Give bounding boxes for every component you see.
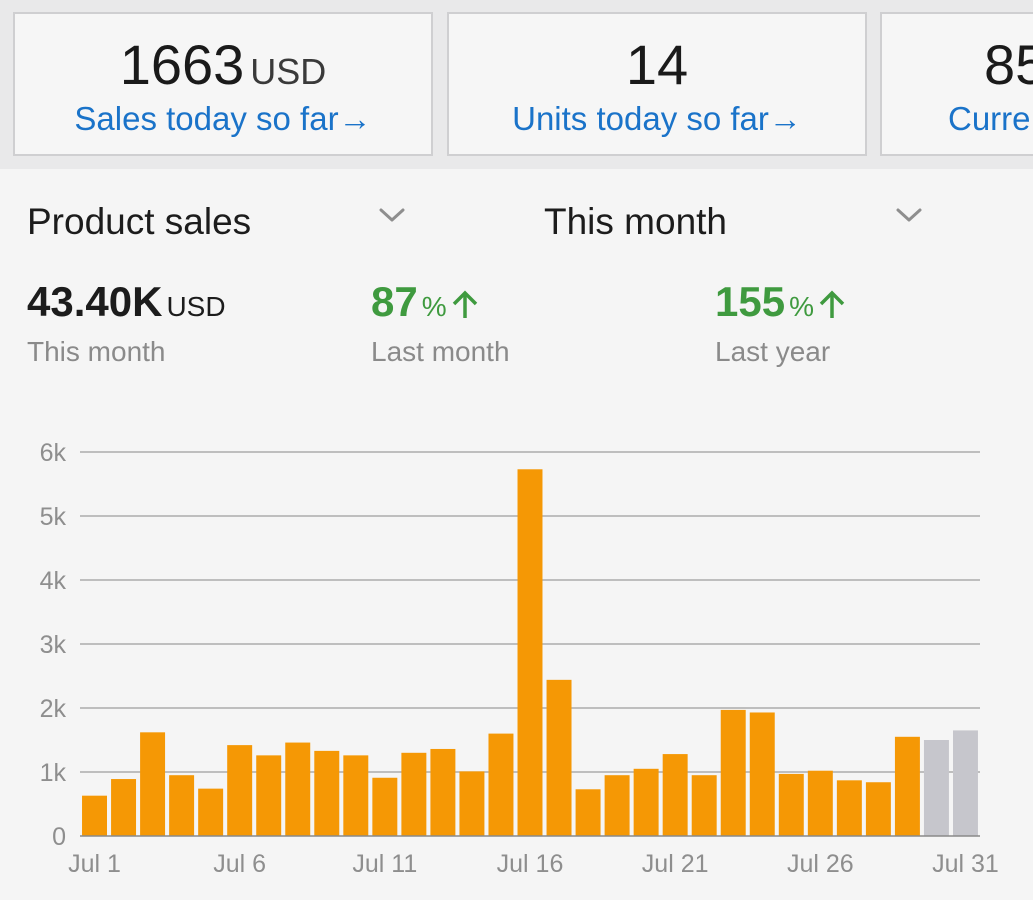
bar [343,755,369,836]
bar [836,780,862,836]
bar [285,742,311,836]
x-tick-label: Jul 6 [213,850,266,878]
current-amount: 85 [984,33,1033,96]
bar [111,779,137,836]
arrow-up-icon [452,290,477,318]
y-tick-label: 2k [40,695,67,723]
stat-last-month-number: 87 [371,278,418,325]
y-tick-label: 1k [40,759,67,787]
stat-this-month-value: 43.40K USD [27,278,226,331]
y-tick-label: 5k [40,503,67,531]
current-value: 85 [882,36,1033,94]
summary-cards: 1663 USD Sales today so far→ 14 Units tod… [0,0,1033,169]
bar [662,754,688,836]
arrow-right-icon: → [768,100,802,137]
sales-today-amount: 1663 [119,33,245,96]
period-selector-label[interactable]: This month [544,201,728,242]
x-tick-label: Jul 26 [787,850,854,878]
stat-this-month-label: This month [27,336,166,367]
bar [169,775,195,836]
bar [691,775,717,836]
bar [488,733,514,836]
x-tick-label: Jul 31 [932,850,999,878]
sales-today-value: 1663 USD [15,36,431,101]
chevron-down-icon[interactable] [894,200,924,230]
bar [430,748,456,836]
x-tick-label: Jul 16 [497,850,564,878]
current-label[interactable]: Curre [948,100,1031,137]
bar [372,777,398,836]
bar [256,755,282,836]
bar [227,745,253,836]
stat-last-year-label: Last year [715,336,831,367]
bar [314,750,340,836]
y-tick-label: 4k [40,567,67,595]
stat-last-month-label: Last month [371,336,510,367]
x-tick-label: Jul 1 [68,850,121,878]
stat-last-year: 155% Last year [715,278,846,369]
bar [198,788,224,836]
bar [401,752,427,836]
y-tick-label: 0 [52,823,66,851]
bar [575,789,601,836]
stat-last-month: 87% Last month [371,278,510,369]
bar [546,679,572,836]
projected-bar [953,730,978,836]
bar [749,712,775,836]
stat-last-year-number: 155 [715,278,786,325]
bar [865,782,891,836]
stat-total-number: 43.40K [27,278,163,325]
chevron-down-icon[interactable] [377,200,407,230]
sales-today-card[interactable]: 1663 USD Sales today so far→ [13,12,433,156]
stat-total-unit: USD [166,291,226,322]
y-tick-label: 3k [40,631,67,659]
metric-selector-label[interactable]: Product sales [27,201,252,242]
bar [459,771,485,836]
bar [807,770,833,836]
bar [720,709,746,836]
sales-today-unit: USD [250,51,327,92]
x-tick-label: Jul 11 [352,850,417,878]
arrow-right-icon: → [338,100,372,137]
units-today-label[interactable]: Units today so far [512,100,769,137]
arrow-up-icon [819,290,845,318]
metric-selector[interactable]: Product sales [27,172,417,272]
bar [633,768,659,836]
units-today-card[interactable]: 14 Units today so far→ [447,12,867,156]
stat-last-year-value: 155% [715,278,846,331]
units-today-link[interactable]: Units today so far→ [449,100,865,138]
units-today-value: 14 [449,36,865,94]
bar [517,469,543,836]
period-selector[interactable]: This month [544,172,934,272]
current-link[interactable]: Curre [882,100,1033,138]
units-today-amount: 14 [625,33,689,96]
daily-sales-chart: 0 1k 2k 3k 4k 5k 6k Jul 1 Jul 6 Jul 11 Jul 16 Jul 2… [40,439,999,878]
stat-last-month-value: 87% [371,278,510,331]
projected-bar [923,740,949,836]
y-tick-label: 6k [40,439,67,467]
sales-today-label[interactable]: Sales today so far [74,100,339,137]
sales-today-link[interactable]: Sales today so far→ [15,100,431,138]
x-tick-label: Jul 21 [642,850,709,878]
bar [82,795,107,836]
bar [604,775,630,836]
stat-this-month: 43.40K USD This month [27,278,226,369]
percent-unit: % [789,291,814,322]
current-card[interactable]: 85 Curre [880,12,1033,156]
bar [894,736,920,836]
bar [140,732,166,836]
bar [778,773,804,836]
percent-unit: % [421,291,447,322]
